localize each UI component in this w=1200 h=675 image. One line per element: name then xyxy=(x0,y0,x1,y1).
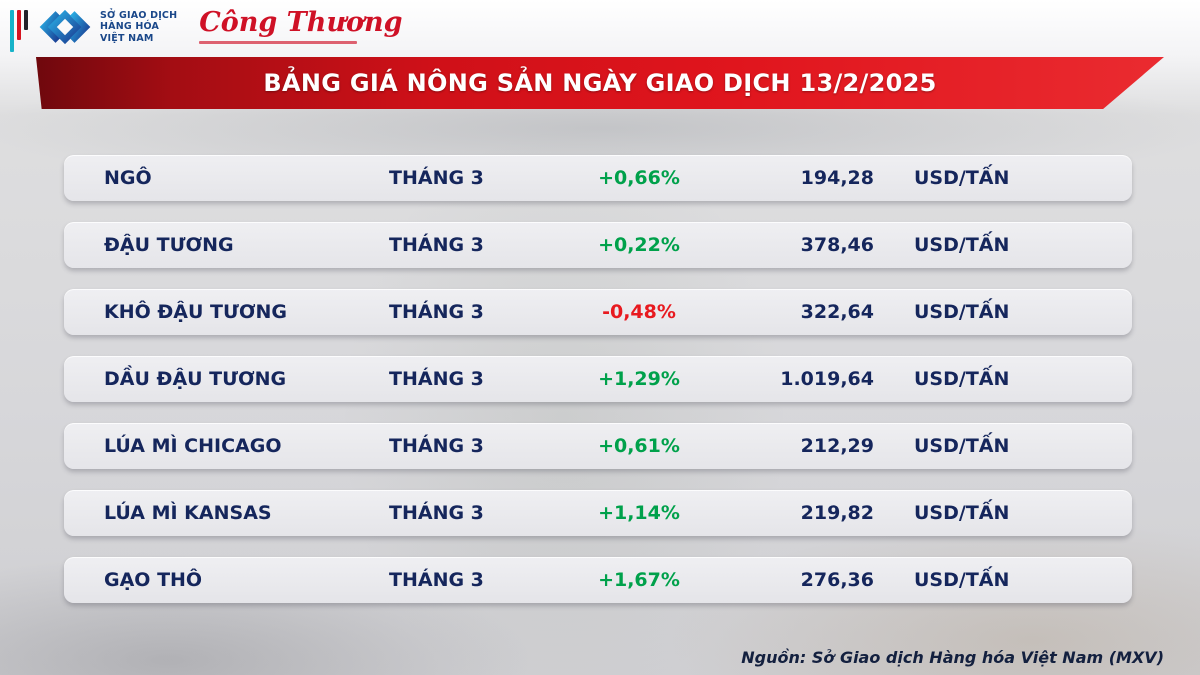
price-change: -0,48% xyxy=(602,301,676,323)
commodity-name: GẠO THÔ xyxy=(104,569,203,591)
mxv-logo-icon xyxy=(39,9,91,45)
contract-month: THÁNG 3 xyxy=(389,234,484,256)
mxv-name-line-2: HÀNG HÓA xyxy=(100,21,160,33)
price-value: 194,28 xyxy=(800,167,874,189)
mxv-logo-text: SỞ GIAO DỊCH HÀNG HÓA VIỆT NAM xyxy=(100,10,177,45)
price-unit: USD/TẤN xyxy=(914,368,1010,390)
price-change: +1,67% xyxy=(598,569,680,591)
commodity-name: NGÔ xyxy=(104,167,152,189)
price-value: 276,36 xyxy=(800,569,874,591)
page-title: BẢNG GIÁ NÔNG SẢN NGÀY GIAO DỊCH 13/2/20… xyxy=(263,69,937,97)
price-unit: USD/TẤN xyxy=(914,569,1010,591)
accent-bar-red xyxy=(17,10,21,40)
price-change: +1,29% xyxy=(598,368,680,390)
price-unit: USD/TẤN xyxy=(914,167,1010,189)
table-row: KHÔ ĐẬU TƯƠNG THÁNG 3 -0,48% 322,64 USD/… xyxy=(64,289,1132,335)
mxv-name-line-1: SỞ GIAO DỊCH xyxy=(100,9,178,21)
table-row: DẦU ĐẬU TƯƠNG THÁNG 3 +1,29% 1.019,64 US… xyxy=(64,356,1132,402)
congthuong-logo-text: Công Thương xyxy=(199,7,403,38)
source-credit: Nguồn: Sở Giao dịch Hàng hóa Việt Nam (M… xyxy=(741,648,1164,667)
contract-month: THÁNG 3 xyxy=(389,502,484,524)
congthuong-logo: Công Thương xyxy=(199,6,403,44)
price-unit: USD/TẤN xyxy=(914,301,1010,323)
table-row: LÚA MÌ CHICAGO THÁNG 3 +0,61% 212,29 USD… xyxy=(64,423,1132,469)
title-banner: BẢNG GIÁ NÔNG SẢN NGÀY GIAO DỊCH 13/2/20… xyxy=(36,57,1164,109)
contract-month: THÁNG 3 xyxy=(389,301,484,323)
price-change: +1,14% xyxy=(598,502,680,524)
commodity-name: LÚA MÌ KANSAS xyxy=(104,502,272,524)
accent-bars xyxy=(10,10,28,52)
price-change: +0,66% xyxy=(598,167,680,189)
price-change: +0,22% xyxy=(598,234,680,256)
mxv-name-line-3: VIỆT NAM xyxy=(100,32,154,44)
contract-month: THÁNG 3 xyxy=(389,569,484,591)
accent-bar-dark xyxy=(24,10,28,30)
header: SỞ GIAO DỊCH HÀNG HÓA VIỆT NAM Công Thươ… xyxy=(10,6,403,52)
price-unit: USD/TẤN xyxy=(914,435,1010,457)
table-row: ĐẬU TƯƠNG THÁNG 3 +0,22% 378,46 USD/TẤN xyxy=(64,222,1132,268)
table-row: LÚA MÌ KANSAS THÁNG 3 +1,14% 219,82 USD/… xyxy=(64,490,1132,536)
mxv-logo: SỞ GIAO DỊCH HÀNG HÓA VIỆT NAM xyxy=(36,6,177,48)
commodity-name: DẦU ĐẬU TƯƠNG xyxy=(104,368,287,390)
price-value: 322,64 xyxy=(800,301,874,323)
table-row: GẠO THÔ THÁNG 3 +1,67% 276,36 USD/TẤN xyxy=(64,557,1132,603)
commodity-name: LÚA MÌ CHICAGO xyxy=(104,435,282,457)
accent-bar-cyan xyxy=(10,10,14,52)
price-value: 1.019,64 xyxy=(780,368,874,390)
price-value: 378,46 xyxy=(800,234,874,256)
contract-month: THÁNG 3 xyxy=(389,368,484,390)
table-row: NGÔ THÁNG 3 +0,66% 194,28 USD/TẤN xyxy=(64,155,1132,201)
price-value: 212,29 xyxy=(800,435,874,457)
commodity-name: ĐẬU TƯƠNG xyxy=(104,234,234,256)
commodity-name: KHÔ ĐẬU TƯƠNG xyxy=(104,301,287,323)
price-unit: USD/TẤN xyxy=(914,234,1010,256)
price-value: 219,82 xyxy=(800,502,874,524)
contract-month: THÁNG 3 xyxy=(389,435,484,457)
price-change: +0,61% xyxy=(598,435,680,457)
congthuong-tagline xyxy=(199,41,358,44)
contract-month: THÁNG 3 xyxy=(389,167,484,189)
price-table: NGÔ THÁNG 3 +0,66% 194,28 USD/TẤN ĐẬU TƯ… xyxy=(64,155,1132,603)
price-unit: USD/TẤN xyxy=(914,502,1010,524)
